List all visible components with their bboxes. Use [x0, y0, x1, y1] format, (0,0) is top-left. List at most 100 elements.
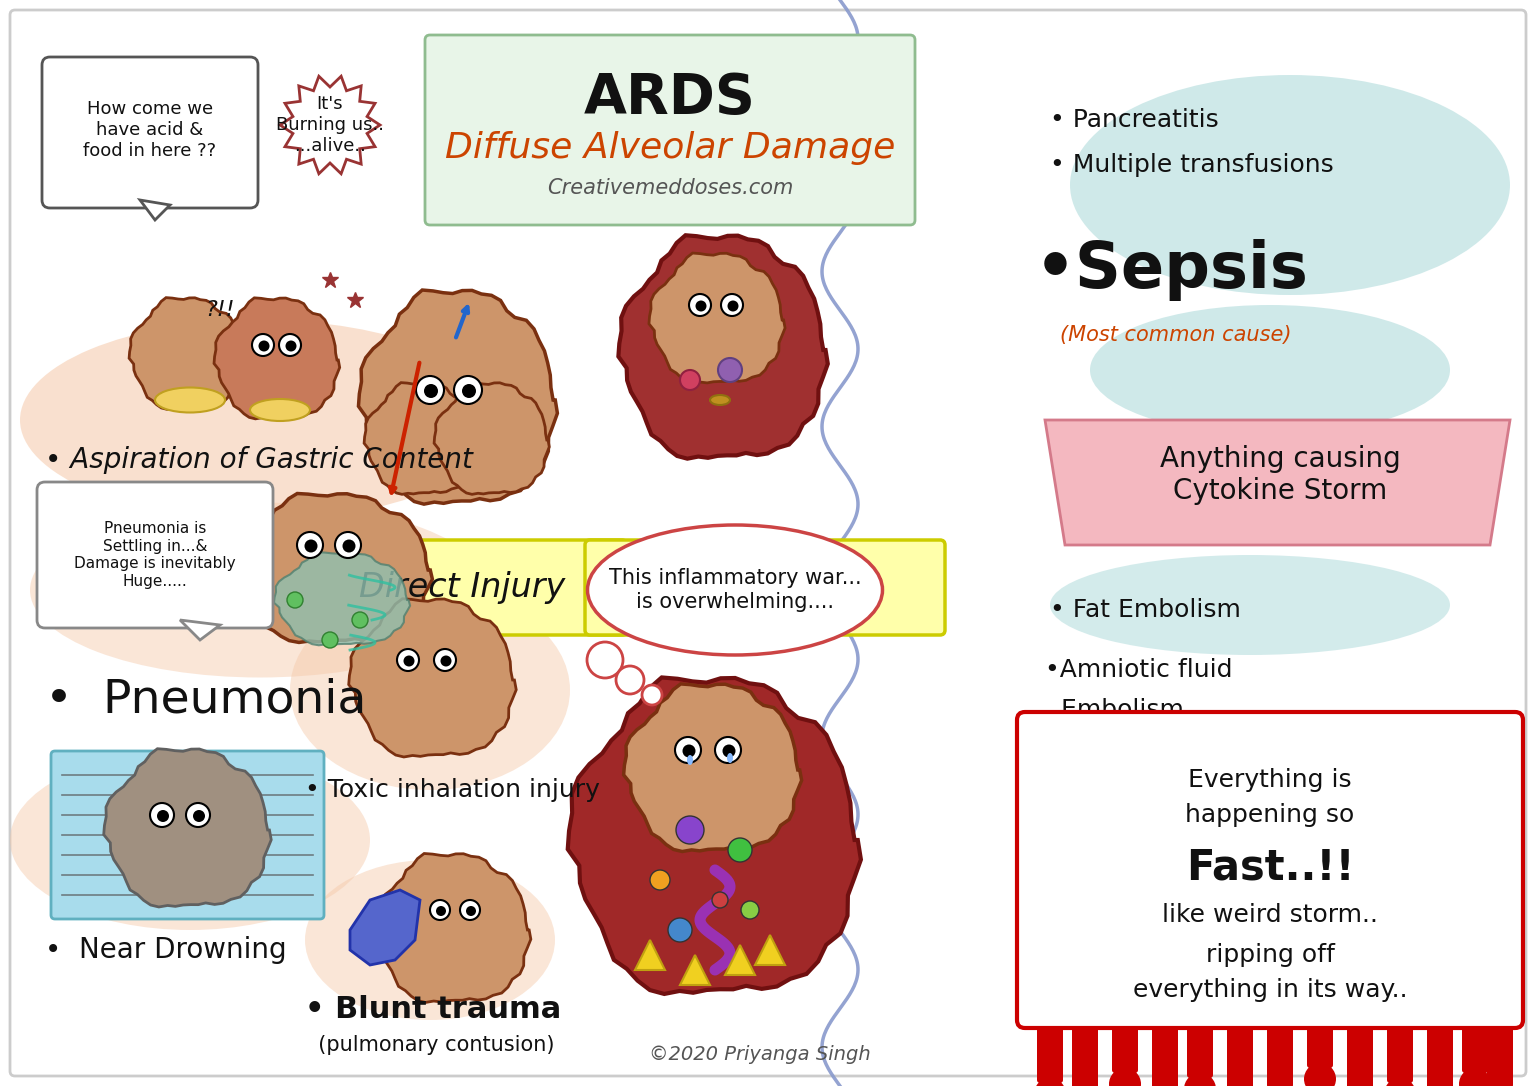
- Ellipse shape: [250, 399, 310, 421]
- Circle shape: [720, 294, 743, 316]
- Polygon shape: [648, 253, 785, 383]
- FancyBboxPatch shape: [1037, 1016, 1063, 1083]
- Circle shape: [668, 918, 693, 942]
- Circle shape: [424, 384, 438, 397]
- Circle shape: [1304, 1063, 1336, 1086]
- FancyBboxPatch shape: [51, 752, 324, 919]
- Polygon shape: [568, 678, 860, 994]
- Ellipse shape: [1051, 555, 1450, 655]
- Ellipse shape: [587, 525, 883, 655]
- Circle shape: [151, 803, 174, 828]
- Text: Anything causing
Cytokine Storm: Anything causing Cytokine Storm: [1160, 445, 1401, 505]
- Polygon shape: [435, 382, 550, 494]
- Polygon shape: [624, 684, 802, 851]
- Ellipse shape: [290, 590, 570, 790]
- FancyBboxPatch shape: [37, 482, 273, 628]
- Text: ripping off: ripping off: [1206, 943, 1335, 967]
- Circle shape: [304, 540, 318, 553]
- Ellipse shape: [11, 750, 370, 930]
- Text: • Fat Embolism: • Fat Embolism: [1051, 598, 1241, 622]
- Text: like weird storm..: like weird storm..: [1163, 902, 1378, 927]
- Ellipse shape: [727, 753, 733, 763]
- Text: Indirect Injury: Indirect Injury: [648, 571, 882, 604]
- Text: How come we
have acid &
food in here ??: How come we have acid & food in here ??: [83, 100, 217, 160]
- FancyBboxPatch shape: [1387, 1016, 1413, 1083]
- Circle shape: [323, 632, 338, 648]
- Circle shape: [690, 294, 711, 316]
- Polygon shape: [364, 382, 479, 494]
- Polygon shape: [214, 298, 339, 419]
- Polygon shape: [280, 76, 379, 174]
- Circle shape: [194, 810, 204, 822]
- Circle shape: [465, 906, 476, 915]
- Text: • Blunt trauma: • Blunt trauma: [306, 996, 561, 1024]
- Polygon shape: [350, 891, 419, 965]
- FancyBboxPatch shape: [41, 56, 258, 209]
- Ellipse shape: [1091, 305, 1450, 435]
- Text: • Toxic inhalation injury: • Toxic inhalation injury: [306, 778, 601, 801]
- Circle shape: [343, 540, 355, 553]
- Text: everything in its way..: everything in its way..: [1132, 978, 1407, 1002]
- Circle shape: [616, 666, 644, 694]
- Circle shape: [713, 892, 728, 908]
- Text: Fast..!!: Fast..!!: [1186, 847, 1355, 889]
- Ellipse shape: [710, 395, 730, 405]
- FancyBboxPatch shape: [585, 540, 945, 635]
- Circle shape: [728, 838, 753, 862]
- Circle shape: [404, 656, 415, 667]
- Polygon shape: [104, 748, 272, 907]
- Text: ©2020 Priyanga Singh: ©2020 Priyanga Singh: [650, 1046, 871, 1064]
- FancyBboxPatch shape: [1227, 1016, 1253, 1086]
- Circle shape: [696, 301, 707, 312]
- Ellipse shape: [306, 860, 554, 1020]
- Text: •Amniotic fluid: •Amniotic fluid: [1044, 658, 1232, 682]
- Circle shape: [714, 737, 740, 763]
- Text: Embolism: Embolism: [1044, 698, 1184, 722]
- Circle shape: [296, 532, 323, 558]
- FancyBboxPatch shape: [1427, 1016, 1453, 1086]
- FancyBboxPatch shape: [1307, 1016, 1333, 1068]
- FancyBboxPatch shape: [1267, 1016, 1293, 1086]
- Polygon shape: [680, 955, 710, 985]
- Circle shape: [430, 900, 450, 920]
- FancyBboxPatch shape: [1462, 1016, 1488, 1073]
- Circle shape: [1384, 1078, 1416, 1086]
- FancyBboxPatch shape: [1112, 1016, 1138, 1073]
- Circle shape: [416, 376, 444, 404]
- Circle shape: [674, 737, 700, 763]
- Text: Creativemeddoses.com: Creativemeddoses.com: [547, 178, 793, 198]
- Ellipse shape: [687, 755, 693, 765]
- Text: (pulmonary contusion): (pulmonary contusion): [306, 1035, 554, 1055]
- FancyBboxPatch shape: [1347, 1016, 1373, 1086]
- Polygon shape: [358, 290, 558, 504]
- Text: • Pancreatitis: • Pancreatitis: [1051, 108, 1218, 132]
- Circle shape: [680, 370, 700, 390]
- Polygon shape: [233, 493, 433, 643]
- Text: This inflammatory war...
is overwhelming....: This inflammatory war... is overwhelming…: [608, 568, 862, 611]
- Polygon shape: [273, 552, 410, 645]
- Text: ARDS: ARDS: [584, 71, 756, 125]
- Text: •Sepsis: •Sepsis: [1035, 239, 1309, 301]
- Circle shape: [396, 649, 419, 671]
- Text: Diffuse Alveolar Damage: Diffuse Alveolar Damage: [445, 131, 895, 165]
- Circle shape: [157, 810, 169, 822]
- Polygon shape: [129, 298, 244, 409]
- Polygon shape: [756, 935, 785, 965]
- Circle shape: [1034, 1078, 1066, 1086]
- Circle shape: [462, 384, 476, 397]
- Circle shape: [717, 358, 742, 382]
- Text: •  Near Drowning: • Near Drowning: [45, 936, 287, 964]
- Circle shape: [1459, 1068, 1491, 1086]
- Text: •  Pneumonia: • Pneumonia: [45, 678, 367, 722]
- Circle shape: [676, 816, 703, 844]
- FancyBboxPatch shape: [1487, 1016, 1513, 1086]
- Circle shape: [280, 334, 301, 356]
- Polygon shape: [1044, 420, 1510, 545]
- Circle shape: [740, 901, 759, 919]
- FancyBboxPatch shape: [1017, 712, 1524, 1028]
- Circle shape: [335, 532, 361, 558]
- Circle shape: [1484, 1083, 1516, 1086]
- Polygon shape: [373, 854, 531, 1002]
- Polygon shape: [180, 620, 220, 640]
- Text: Direct Injury: Direct Injury: [359, 571, 565, 604]
